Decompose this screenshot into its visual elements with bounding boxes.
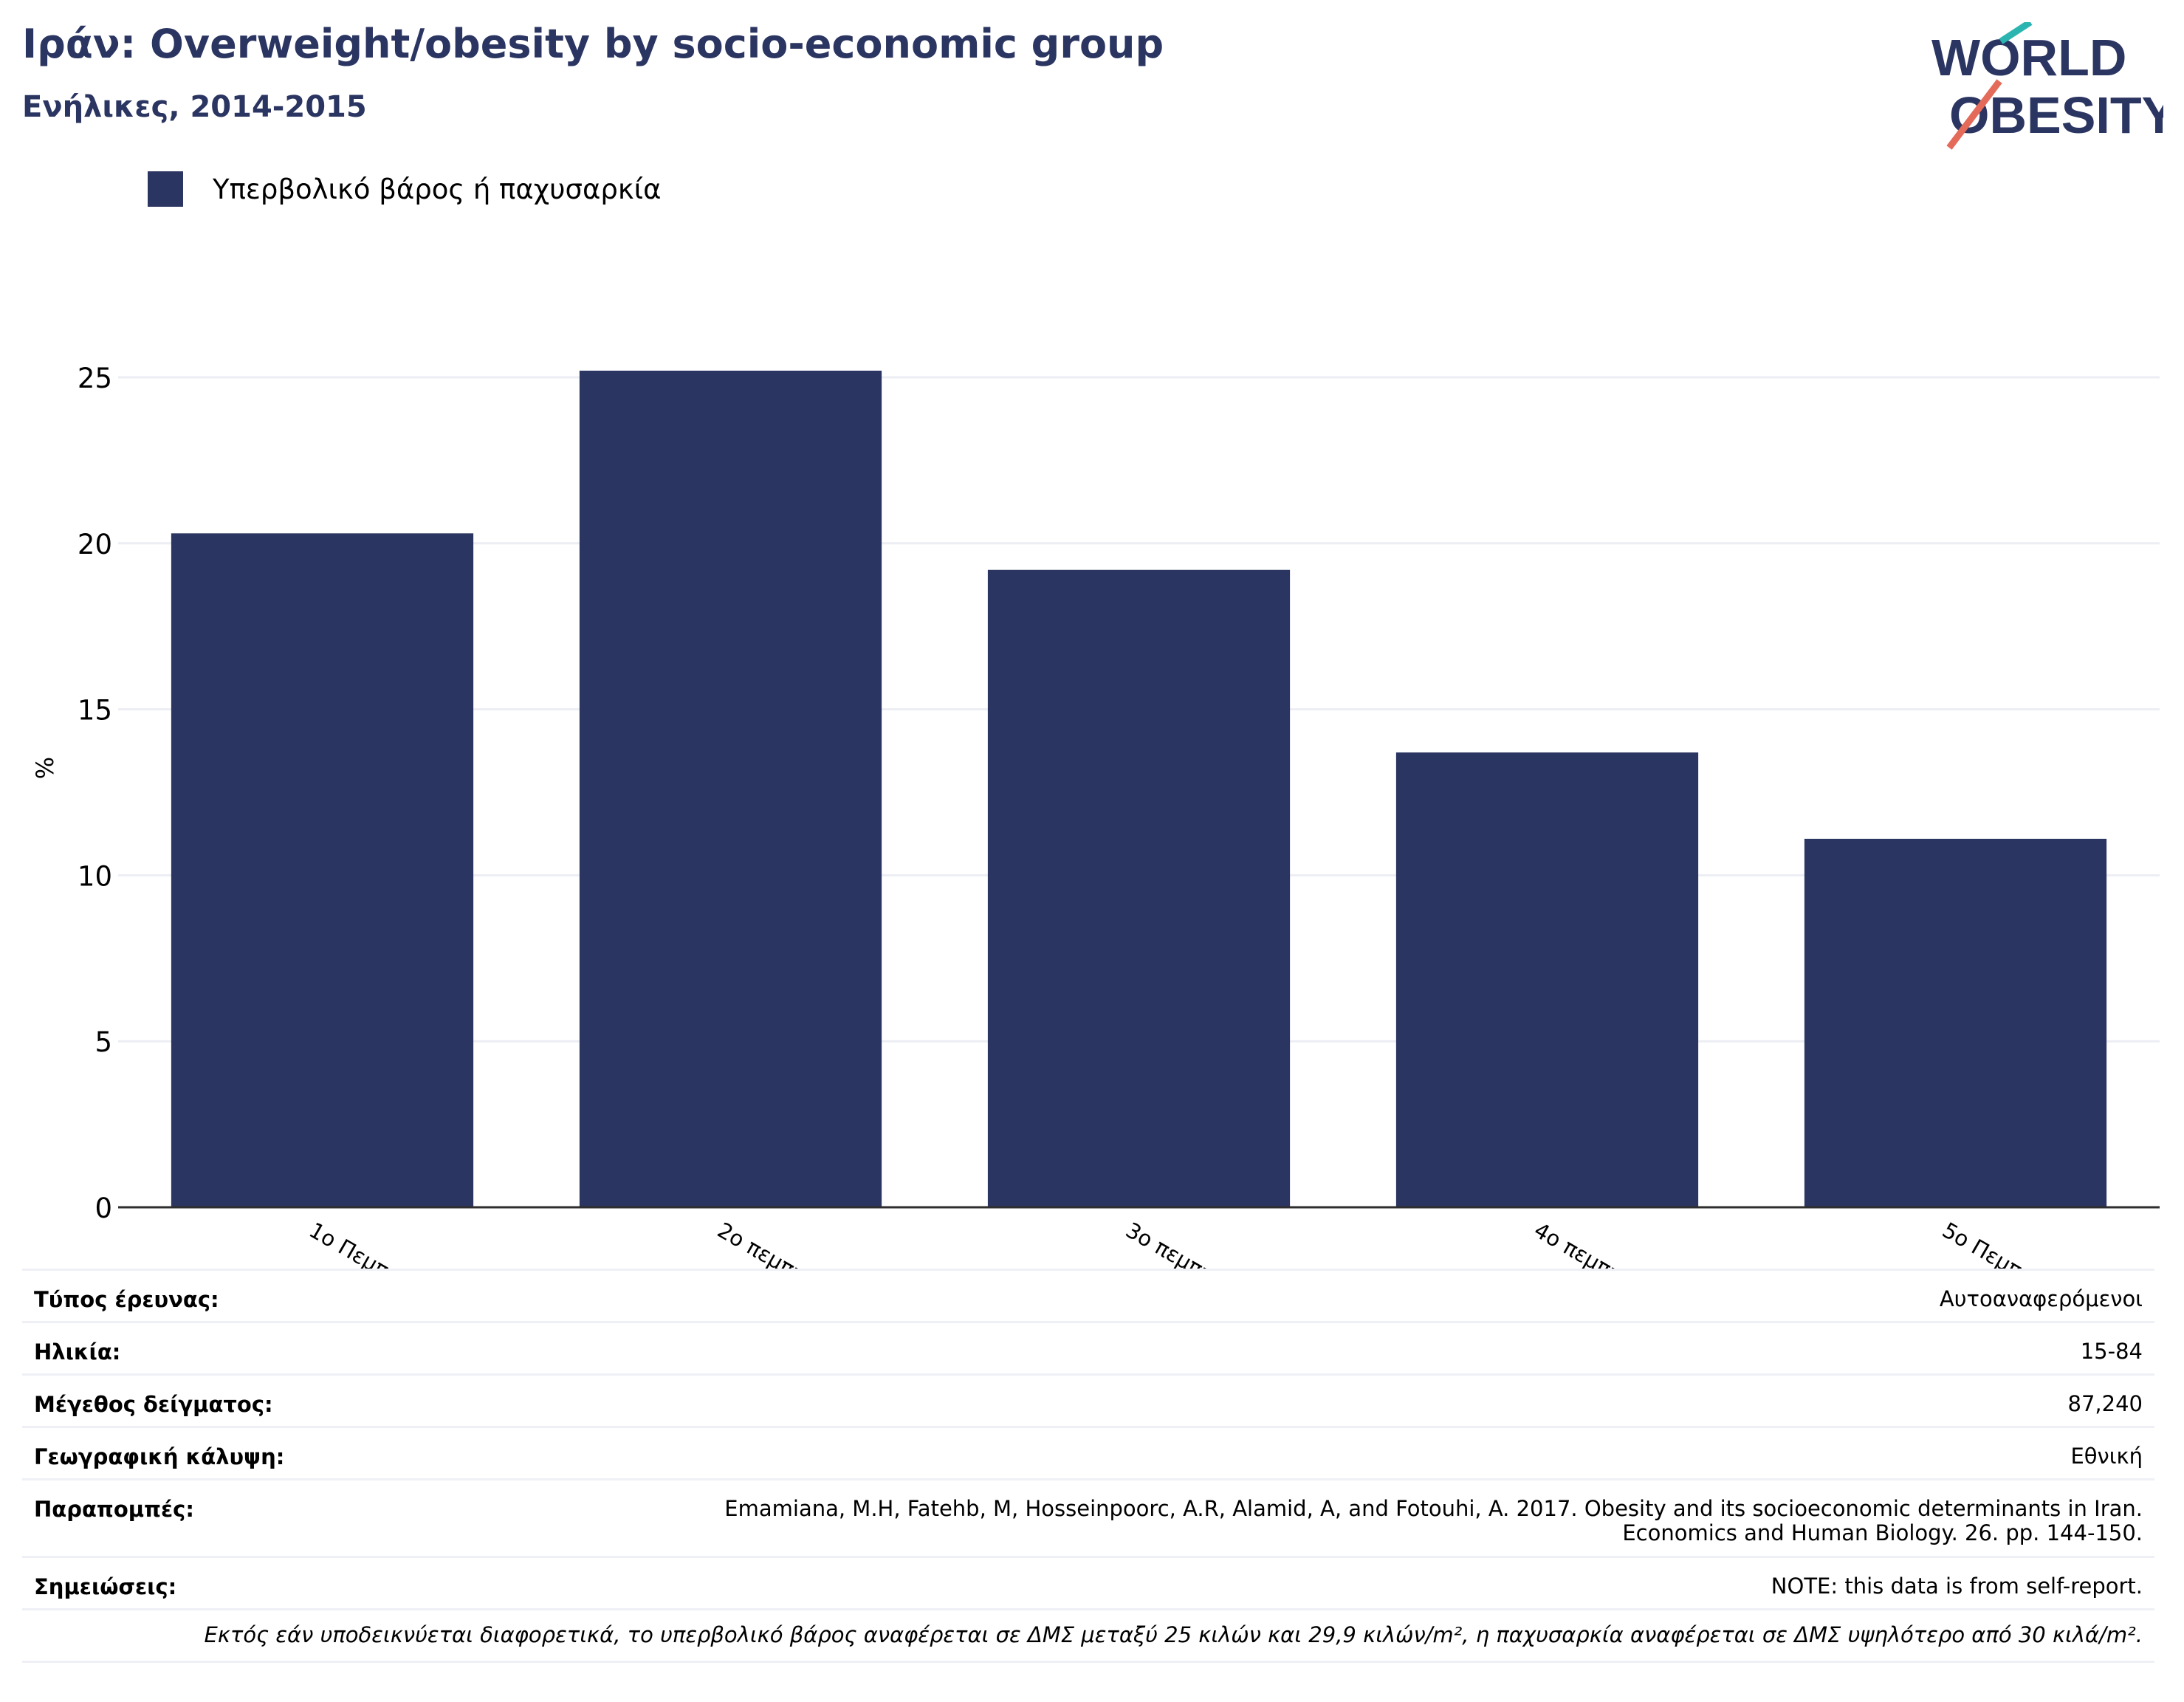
- meta-row-references: Παραπομπές: Emamiana, M.H, Fatehb, M, Ho…: [22, 1478, 2154, 1556]
- bar: [1395, 752, 1699, 1207]
- meta-value: Αυτοαναφερόμενοι: [1939, 1286, 2143, 1311]
- bar: [579, 371, 882, 1207]
- meta-row-age: Ηλικία: 15-84: [22, 1321, 2154, 1373]
- page-title: Ιράν: Overweight/obesity by socio-econom…: [22, 21, 1164, 67]
- meta-label: Τύπος έρευνας:: [34, 1287, 219, 1312]
- meta-label: Μέγεθος δείγματος:: [34, 1392, 273, 1417]
- legend-swatch: [148, 171, 183, 207]
- meta-label: Ηλικία:: [34, 1339, 121, 1365]
- x-tick-label: 2ο πεμπτημόριο: [713, 1218, 874, 1269]
- meta-value: 15-84: [2080, 1339, 2143, 1364]
- meta-label: Σημειώσεις:: [34, 1574, 177, 1599]
- bar: [1804, 838, 2107, 1207]
- meta-row-notes: Σημειώσεις: NOTE: this data is from self…: [22, 1556, 2154, 1608]
- page-subtitle: Ενήλικες, 2014-2015: [22, 90, 367, 124]
- meta-value: 87,240: [2067, 1391, 2143, 1416]
- meta-row-survey-type: Τύπος έρευνας: Αυτοαναφερόμενοι: [22, 1269, 2154, 1321]
- y-tick-label: 25: [78, 363, 112, 394]
- survey-metadata: Τύπος έρευνας: Αυτοαναφερόμενοι Ηλικία: …: [22, 1269, 2154, 1663]
- reference-line-2: Economics and Human Biology. 26. pp. 144…: [1622, 1520, 2143, 1545]
- meta-value: Εθνική: [2070, 1444, 2143, 1469]
- y-tick-label: 0: [95, 1193, 112, 1224]
- footnote: Εκτός εάν υποδεικνύεται διαφορετικά, το …: [22, 1608, 2154, 1663]
- y-tick-label: 15: [78, 695, 112, 727]
- chart-legend: Υπερβολικό βάρος ή παχυσαρκία: [148, 171, 662, 207]
- logo-slash-teal: [1999, 22, 2033, 44]
- legend-label: Υπερβολικό βάρος ή παχυσαρκία: [213, 173, 662, 205]
- x-tick-label: 3ο πεμπτημόριο: [1122, 1218, 1282, 1269]
- logo-slash-coral: [1946, 79, 2002, 150]
- meta-row-coverage: Γεωγραφική κάλυψη: Εθνική: [22, 1426, 2154, 1478]
- x-tick-label: 1ο Πεμπτημόριο [κατώτατο ΚΟΕ (κοινωνικοο…: [305, 1218, 922, 1269]
- meta-label: Γεωγραφική κάλυψη:: [34, 1444, 285, 1469]
- bar: [987, 569, 1291, 1207]
- meta-row-sample-size: Μέγεθος δείγματος: 87,240: [22, 1373, 2154, 1426]
- y-tick-label: 20: [78, 529, 112, 560]
- y-axis-label: %: [31, 757, 59, 779]
- world-obesity-logo: WORLD OBESITY: [1931, 22, 2163, 150]
- bar-chart: 0 5 10 15 20 25% 1ο Πεμπτημόριο [κατώτατο ΚΟΕ …: [31, 363, 2184, 1269]
- bar: [171, 533, 474, 1207]
- meta-value: Emamiana, M.H, Fatehb, M, Hosseinpoorc, …: [724, 1497, 2143, 1545]
- y-tick-label: 5: [95, 1026, 112, 1058]
- x-tick-label: 5ο Πεμπτημόριο (ανώτατο ΚΟΕ): [1938, 1218, 2184, 1269]
- x-tick-label: 4ο πεμπτημόριο: [1530, 1218, 1691, 1269]
- y-tick-label: 10: [78, 860, 112, 892]
- reference-line-1: Emamiana, M.H, Fatehb, M, Hosseinpoorc, …: [724, 1496, 2143, 1521]
- meta-label: Παραπομπές:: [34, 1497, 194, 1522]
- logo-line1: WORLD: [1931, 29, 2126, 86]
- meta-value: NOTE: this data is from self-report.: [1771, 1574, 2143, 1599]
- footnote-text: Εκτός εάν υποδεικνύεται διαφορετικά, το …: [204, 1622, 2143, 1647]
